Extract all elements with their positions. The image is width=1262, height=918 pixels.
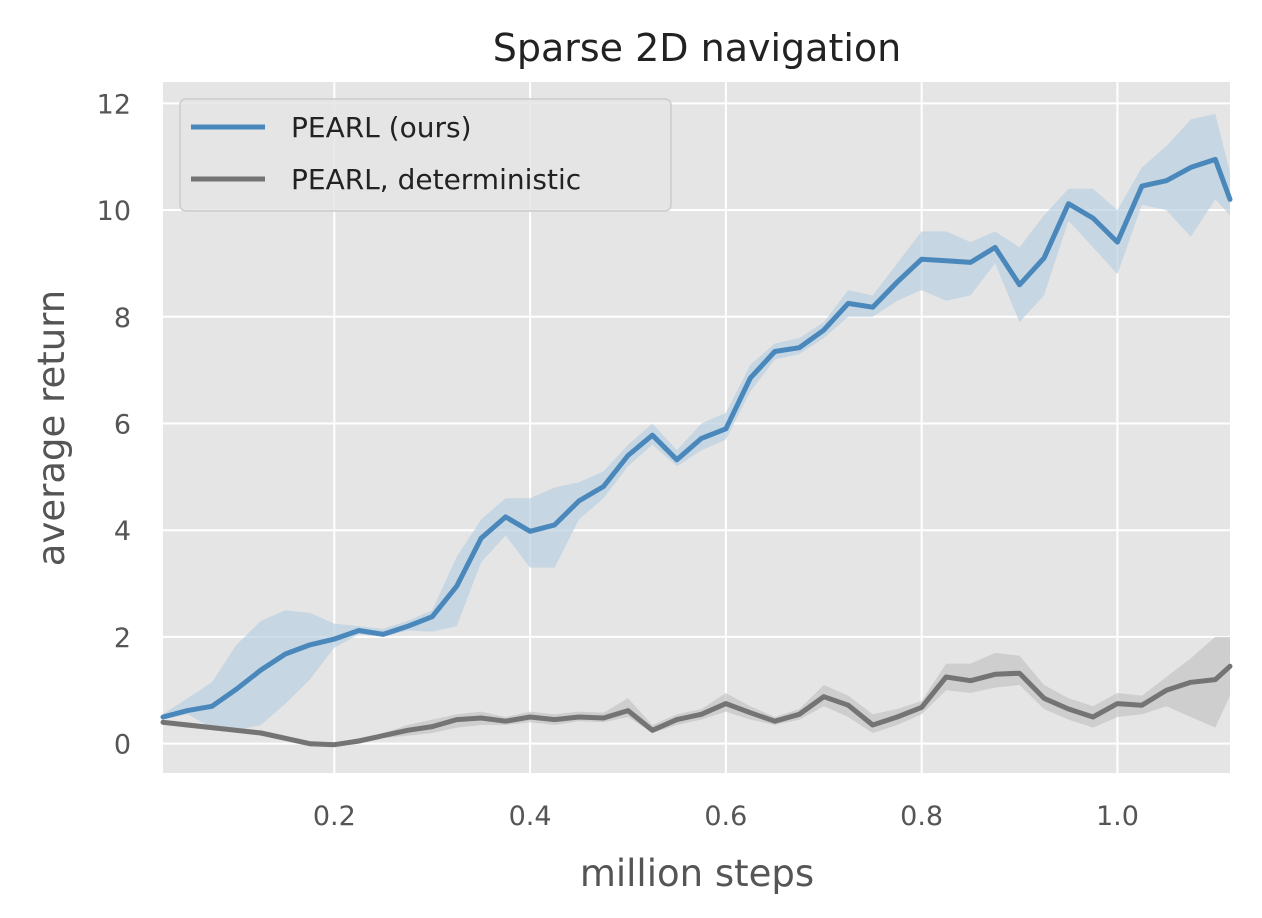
y-axis-label: average return xyxy=(30,290,73,566)
y-tick-label: 0 xyxy=(114,730,131,761)
legend: PEARL (ours) PEARL, deterministic xyxy=(179,98,672,212)
line-pearl-deterministic xyxy=(160,663,1233,748)
legend-box xyxy=(179,98,672,212)
band-pearl xyxy=(163,114,1230,731)
band-pearl-deterministic xyxy=(163,636,1230,747)
line-pearl xyxy=(160,156,1233,720)
legend-label-pearl-deterministic: PEARL, deterministic xyxy=(291,163,581,196)
y-tick-label: 6 xyxy=(114,409,131,440)
series-lines xyxy=(160,156,1233,748)
legend-label-pearl: PEARL (ours) xyxy=(291,111,472,144)
y-tick-label: 4 xyxy=(114,516,131,547)
y-axis-ticks: 0 2 4 6 8 10 12 xyxy=(97,89,131,760)
confidence-bands xyxy=(163,114,1230,747)
y-tick-label: 10 xyxy=(97,196,131,227)
x-tick-label: 0.8 xyxy=(900,801,943,832)
x-tick-label: 0.2 xyxy=(313,801,356,832)
y-tick-label: 12 xyxy=(97,89,131,120)
chart-title: Sparse 2D navigation xyxy=(493,26,902,70)
x-tick-label: 0.4 xyxy=(509,801,552,832)
y-tick-label: 2 xyxy=(114,623,131,654)
x-tick-label: 0.6 xyxy=(704,801,747,832)
x-tick-label: 1.0 xyxy=(1096,801,1139,832)
x-axis-label: million steps xyxy=(580,852,814,895)
x-axis-ticks: 0.2 0.4 0.6 0.8 1.0 xyxy=(313,801,1139,832)
y-tick-label: 8 xyxy=(114,303,131,334)
